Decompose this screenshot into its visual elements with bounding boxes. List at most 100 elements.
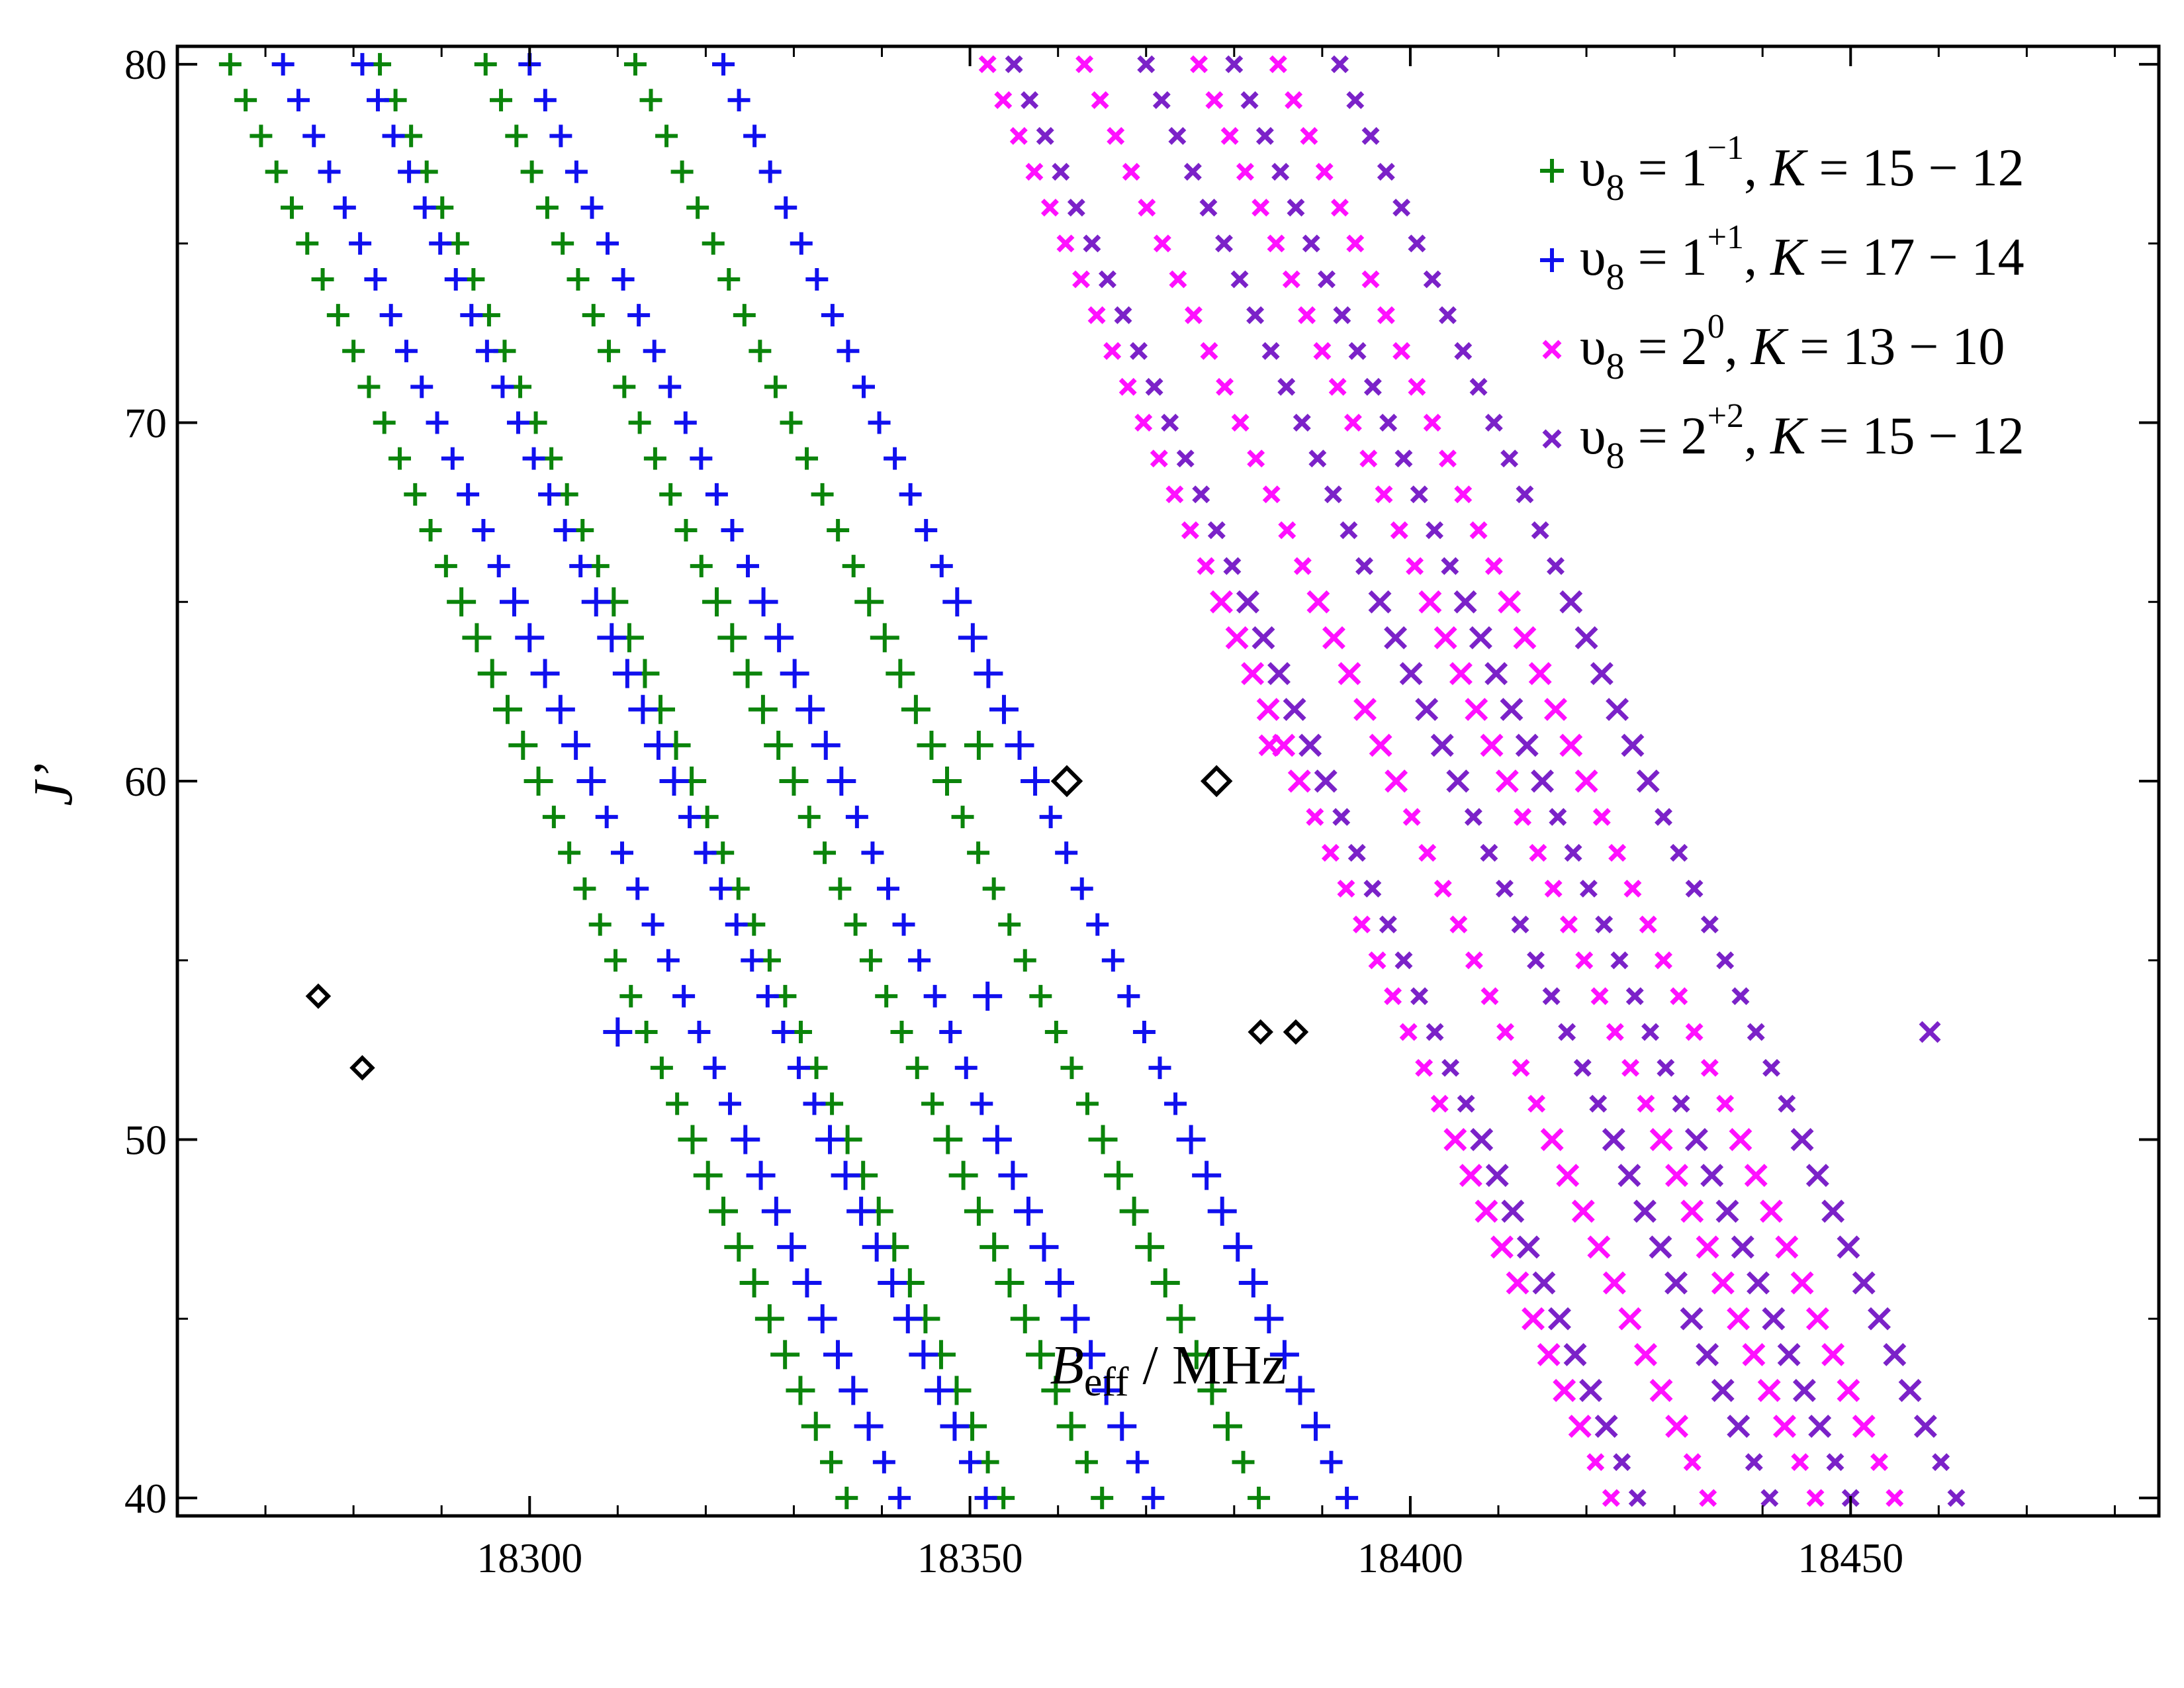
x-tick-label: 18450 [1797,1534,1903,1581]
data-point-plus [831,1160,860,1190]
data-point-plus [886,659,915,688]
data-point-plus [657,949,680,972]
data-point-plus [491,375,514,399]
data-point-x [1574,769,1598,793]
data-point-plus [787,1056,810,1080]
data-point-plus [690,447,713,470]
data-point-x [1361,126,1380,145]
data-point-x [1346,234,1365,253]
data-point-plus [933,767,962,796]
legend-entry-3: υ8 = 20, K = 13 − 10 [1580,308,2005,387]
data-point-x [1165,485,1184,504]
data-point-x [1745,1453,1763,1472]
data-point-x [1184,306,1203,324]
data-point-plus [764,730,794,760]
data-point-x [1083,234,1101,253]
data-point-plus [357,375,381,399]
data-point-x [1727,1415,1751,1438]
data-point-x [1346,91,1365,109]
data-point-x [1549,808,1567,826]
data-point-x [1747,1271,1770,1295]
data-point-plus [472,518,495,541]
data-point-x [1772,1415,1796,1438]
data-point-plus [737,555,760,578]
data-point-x [1278,521,1297,539]
legend-marker-plus [1540,248,1564,272]
data-point-x [1806,1489,1825,1507]
data-point-plus [619,984,643,1008]
data-point-x [1490,1235,1514,1259]
data-point-x [1200,342,1218,360]
data-point-x [1637,1094,1655,1113]
data-point-x [1484,414,1503,432]
data-point-plus [1088,1125,1118,1154]
data-point-plus [588,913,612,936]
data-point-plus [538,483,561,506]
data-point-plus [964,1196,993,1226]
data-point-x [1145,377,1163,396]
data-point-x [1340,521,1358,539]
data-point-plus [475,340,498,363]
data-point-plus [743,124,766,148]
data-point-x [1399,662,1423,686]
data-point-plus [872,1450,895,1474]
data-point-plus [1010,1304,1040,1334]
data-point-plus [460,304,483,327]
data-point-plus [595,806,618,829]
data-point-x [1623,879,1642,898]
data-point-plus [573,877,596,900]
data-point-x [1649,1235,1672,1259]
data-point-plus [790,232,813,255]
series-4 [1005,55,1966,1507]
data-point-x [1553,1379,1576,1402]
data-point-plus [597,623,627,653]
data-point-x [1446,769,1470,793]
data-point-x [1433,879,1452,898]
data-point-plus [688,1021,711,1044]
data-point-x [1377,163,1395,181]
data-point-x [1072,270,1091,289]
data-point-x [1574,626,1598,649]
open-diamond-points [305,765,1309,1081]
data-point-x [994,91,1013,109]
data-point-plus [462,623,492,653]
data-point-x [1036,126,1054,145]
data-point-x [1375,485,1393,504]
data-point-plus [1075,1450,1098,1474]
data-point-plus [995,1268,1024,1298]
data-point-x [1649,1379,1673,1402]
data-point-plus [1166,1304,1196,1334]
data-point-plus [635,1021,658,1044]
data-point-x [1715,1199,1739,1223]
data-point-x [1670,843,1688,862]
data-point-x [1298,733,1322,757]
data-point-x [1103,342,1122,360]
data-point-x [1531,769,1555,793]
data-point-plus [801,1411,831,1441]
data-point-plus [878,1268,907,1298]
data-point-x [1594,1415,1618,1438]
data-point-x [1025,163,1044,181]
data-point-x [1169,270,1187,289]
data-point-x [1308,449,1327,468]
data-point-x [1480,733,1504,757]
data-point-x [1531,521,1549,539]
data-point-x [1826,1453,1844,1472]
data-point-plus [302,124,326,148]
data-point-x [1453,590,1477,614]
data-point-x [1495,769,1519,793]
data-point-x [1528,662,1552,686]
diamond-point [305,983,332,1009]
data-point-plus [1132,1021,1156,1044]
data-point-x [1390,521,1408,539]
legend-entry-2: υ8 = 1+1, K = 17 − 14 [1580,218,2025,298]
data-point-plus [506,411,529,434]
data-point-plus [596,232,619,255]
data-point-x [1602,1271,1626,1295]
data-point-plus [998,1160,1028,1190]
data-point-plus [567,267,590,291]
data-point-plus [709,1196,739,1226]
diamond-point [349,1055,375,1081]
series-2 [271,53,1359,1509]
data-point-x [1394,449,1413,468]
